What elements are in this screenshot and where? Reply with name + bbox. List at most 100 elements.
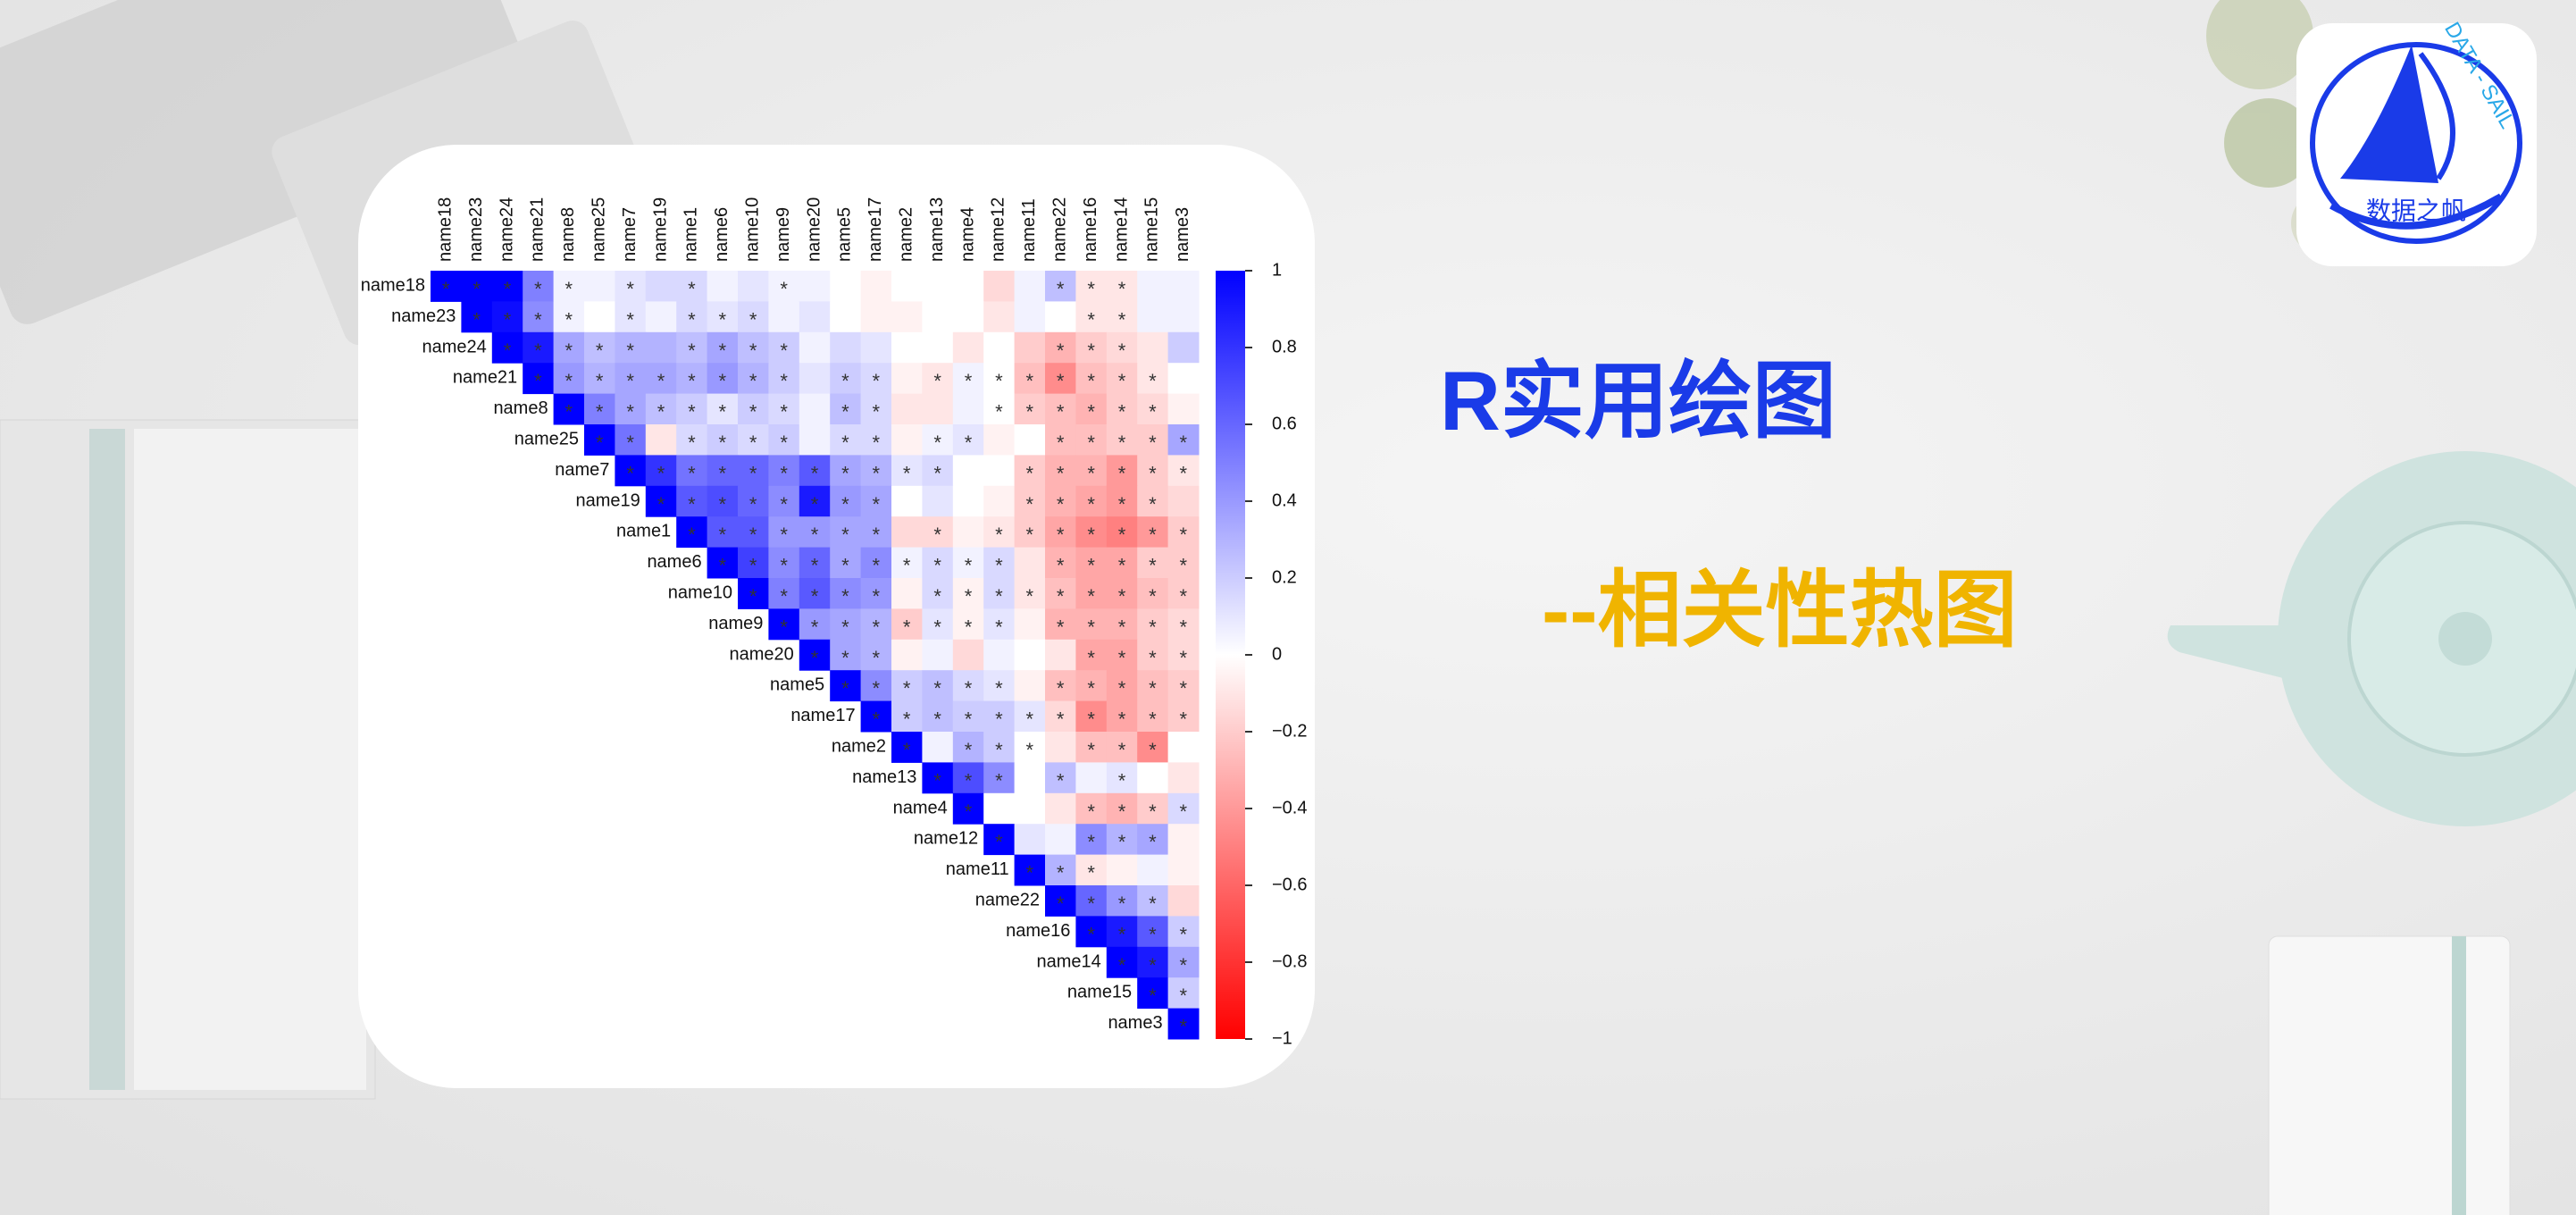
heatmap-cell (1075, 916, 1108, 948)
heatmap-cell (523, 271, 555, 302)
colorbar-tick-label: 0 (1272, 644, 1282, 664)
heatmap-cell (1106, 363, 1138, 395)
heatmap-cell (1014, 792, 1046, 825)
significance-star: * (1118, 585, 1126, 608)
significance-star: * (1118, 923, 1126, 945)
heatmap-cell (799, 363, 831, 395)
significance-star: * (1149, 954, 1157, 976)
heatmap-cell (1075, 639, 1108, 671)
heatmap-cell (1014, 762, 1046, 794)
significance-star: * (873, 677, 881, 700)
significance-star: * (811, 585, 819, 608)
heatmap-cell (922, 547, 954, 579)
colorbar-tick-label: −0.8 (1272, 951, 1307, 971)
significance-star: * (626, 432, 634, 454)
heatmap-cell (952, 608, 984, 641)
slide-title: R实用绘图 (1440, 354, 1836, 448)
heatmap-cell (1137, 301, 1169, 333)
significance-star: * (933, 524, 941, 546)
heatmap-cell (676, 424, 708, 456)
heatmap-cell (491, 331, 523, 364)
significance-star: * (1087, 524, 1095, 546)
significance-star: * (719, 401, 727, 423)
column-label: name22 (1050, 197, 1069, 262)
heatmap-cell (983, 700, 1016, 733)
heatmap-cell (1014, 393, 1046, 425)
heatmap-cell (1137, 455, 1169, 487)
heatmap-cell (738, 547, 769, 579)
heatmap-cell (1045, 455, 1076, 487)
column-label: name5 (835, 207, 855, 262)
significance-star: * (1180, 432, 1188, 454)
colorbar-tick-label: 0.4 (1272, 490, 1297, 510)
significance-star: * (841, 524, 849, 546)
significance-star: * (749, 462, 757, 484)
heatmap-cell (952, 732, 984, 763)
heatmap-cell (1137, 485, 1169, 517)
significance-star: * (657, 401, 665, 423)
significance-star: * (1118, 278, 1126, 300)
significance-star: * (1087, 555, 1095, 577)
heatmap-cell (1167, 824, 1200, 856)
row-label: name19 (576, 490, 640, 510)
heatmap-cell (799, 301, 831, 333)
heatmap-cell (983, 485, 1016, 517)
heatmap-cell (983, 393, 1016, 425)
heatmap-cell (952, 578, 984, 609)
heatmap-cell (1014, 824, 1046, 856)
heatmap-cell (615, 363, 647, 395)
significance-star: * (780, 401, 788, 423)
row-label: name24 (422, 337, 487, 356)
significance-star: * (903, 739, 911, 761)
significance-star: * (780, 339, 788, 362)
significance-star: * (873, 370, 881, 392)
significance-star: * (811, 647, 819, 669)
teapot-decor (2167, 451, 2576, 826)
heatmap-cell (1075, 393, 1108, 425)
heatmap-cell (645, 393, 677, 425)
heatmap-cell (1167, 885, 1200, 917)
heatmap-cell (860, 363, 892, 395)
significance-star: * (749, 370, 757, 392)
heatmap-cell (584, 271, 615, 302)
heatmap-cell (1106, 946, 1138, 978)
row-label: name17 (790, 706, 855, 725)
heatmap-cell (1106, 578, 1138, 609)
significance-star: * (1057, 278, 1065, 300)
heatmap-cell (922, 393, 954, 425)
significance-star: * (1118, 831, 1126, 853)
significance-star: * (442, 278, 450, 300)
significance-star: * (933, 616, 941, 638)
heatmap-cell (922, 639, 954, 671)
significance-star: * (933, 708, 941, 731)
heatmap-cell (707, 301, 739, 333)
significance-star: * (1057, 462, 1065, 484)
significance-star: * (596, 339, 604, 362)
heatmap-cell (922, 301, 954, 333)
heatmap-cell (860, 331, 892, 364)
significance-star: * (565, 278, 573, 300)
heatmap-cell (1014, 608, 1046, 641)
heatmap-cell (891, 301, 923, 333)
significance-star: * (1026, 739, 1034, 761)
significance-star: * (596, 432, 604, 454)
significance-star: * (1087, 432, 1095, 454)
heatmap-cell (891, 639, 923, 671)
heatmap-cell (676, 455, 708, 487)
heatmap-cell (1075, 331, 1108, 364)
heatmap-cell (1075, 271, 1108, 302)
row-label: name10 (668, 582, 732, 602)
significance-star: * (1057, 555, 1065, 577)
column-label: name25 (589, 197, 608, 262)
significance-star: * (841, 493, 849, 515)
significance-star: * (1149, 677, 1157, 700)
heatmap-cell (1106, 885, 1138, 917)
significance-star: * (1087, 616, 1095, 638)
significance-star: * (841, 585, 849, 608)
column-label: name8 (558, 207, 578, 262)
heatmap-cell (1167, 547, 1200, 579)
significance-star: * (995, 585, 1003, 608)
heatmap-cell (1014, 578, 1046, 609)
heatmap-cell (1014, 485, 1046, 517)
